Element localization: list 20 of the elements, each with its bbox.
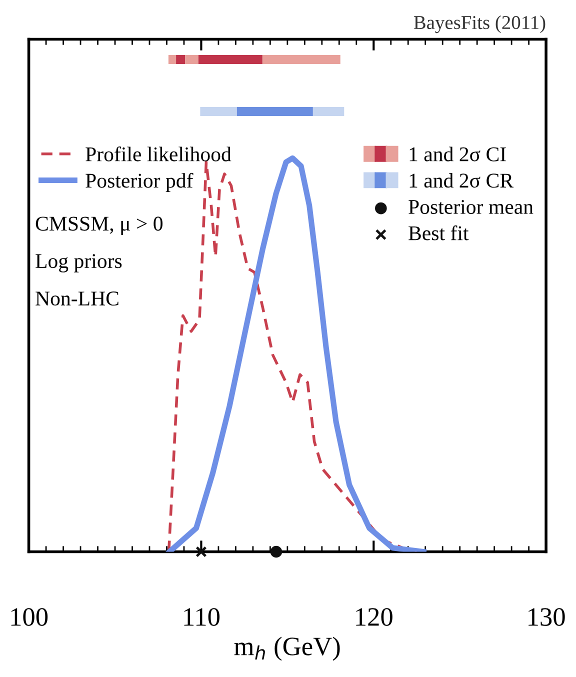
- x-tick-label: 110: [184, 608, 220, 626]
- annotation: Non-LHC: [36, 292, 118, 306]
- bar: [198, 55, 262, 64]
- bar: [176, 55, 186, 64]
- text: BayesFits (2011): [414, 15, 546, 34]
- bar: [168, 55, 176, 64]
- x-tick-label: 100: [11, 608, 48, 626]
- annotation: Log priors: [36, 254, 122, 272]
- x-tick-label: 130: [528, 608, 565, 626]
- legend-label: Best fit: [408, 225, 469, 240]
- annotation: 1 and 2σ CI: [410, 146, 506, 162]
- bar: [262, 55, 340, 64]
- x-axis-title: m$_{h}$ (GeV): [234, 636, 340, 661]
- x-tick-label: 120: [356, 608, 392, 626]
- legend-label: Posterior mean: [408, 200, 534, 214]
- annotation: 1 and 2σ CR: [410, 173, 514, 188]
- bar: [185, 55, 198, 64]
- legend-label: Posterior pdf: [86, 172, 194, 192]
- annotation: CMSSM, μ > 0: [36, 216, 162, 235]
- legend-label: Profile likelihood: [86, 146, 232, 162]
